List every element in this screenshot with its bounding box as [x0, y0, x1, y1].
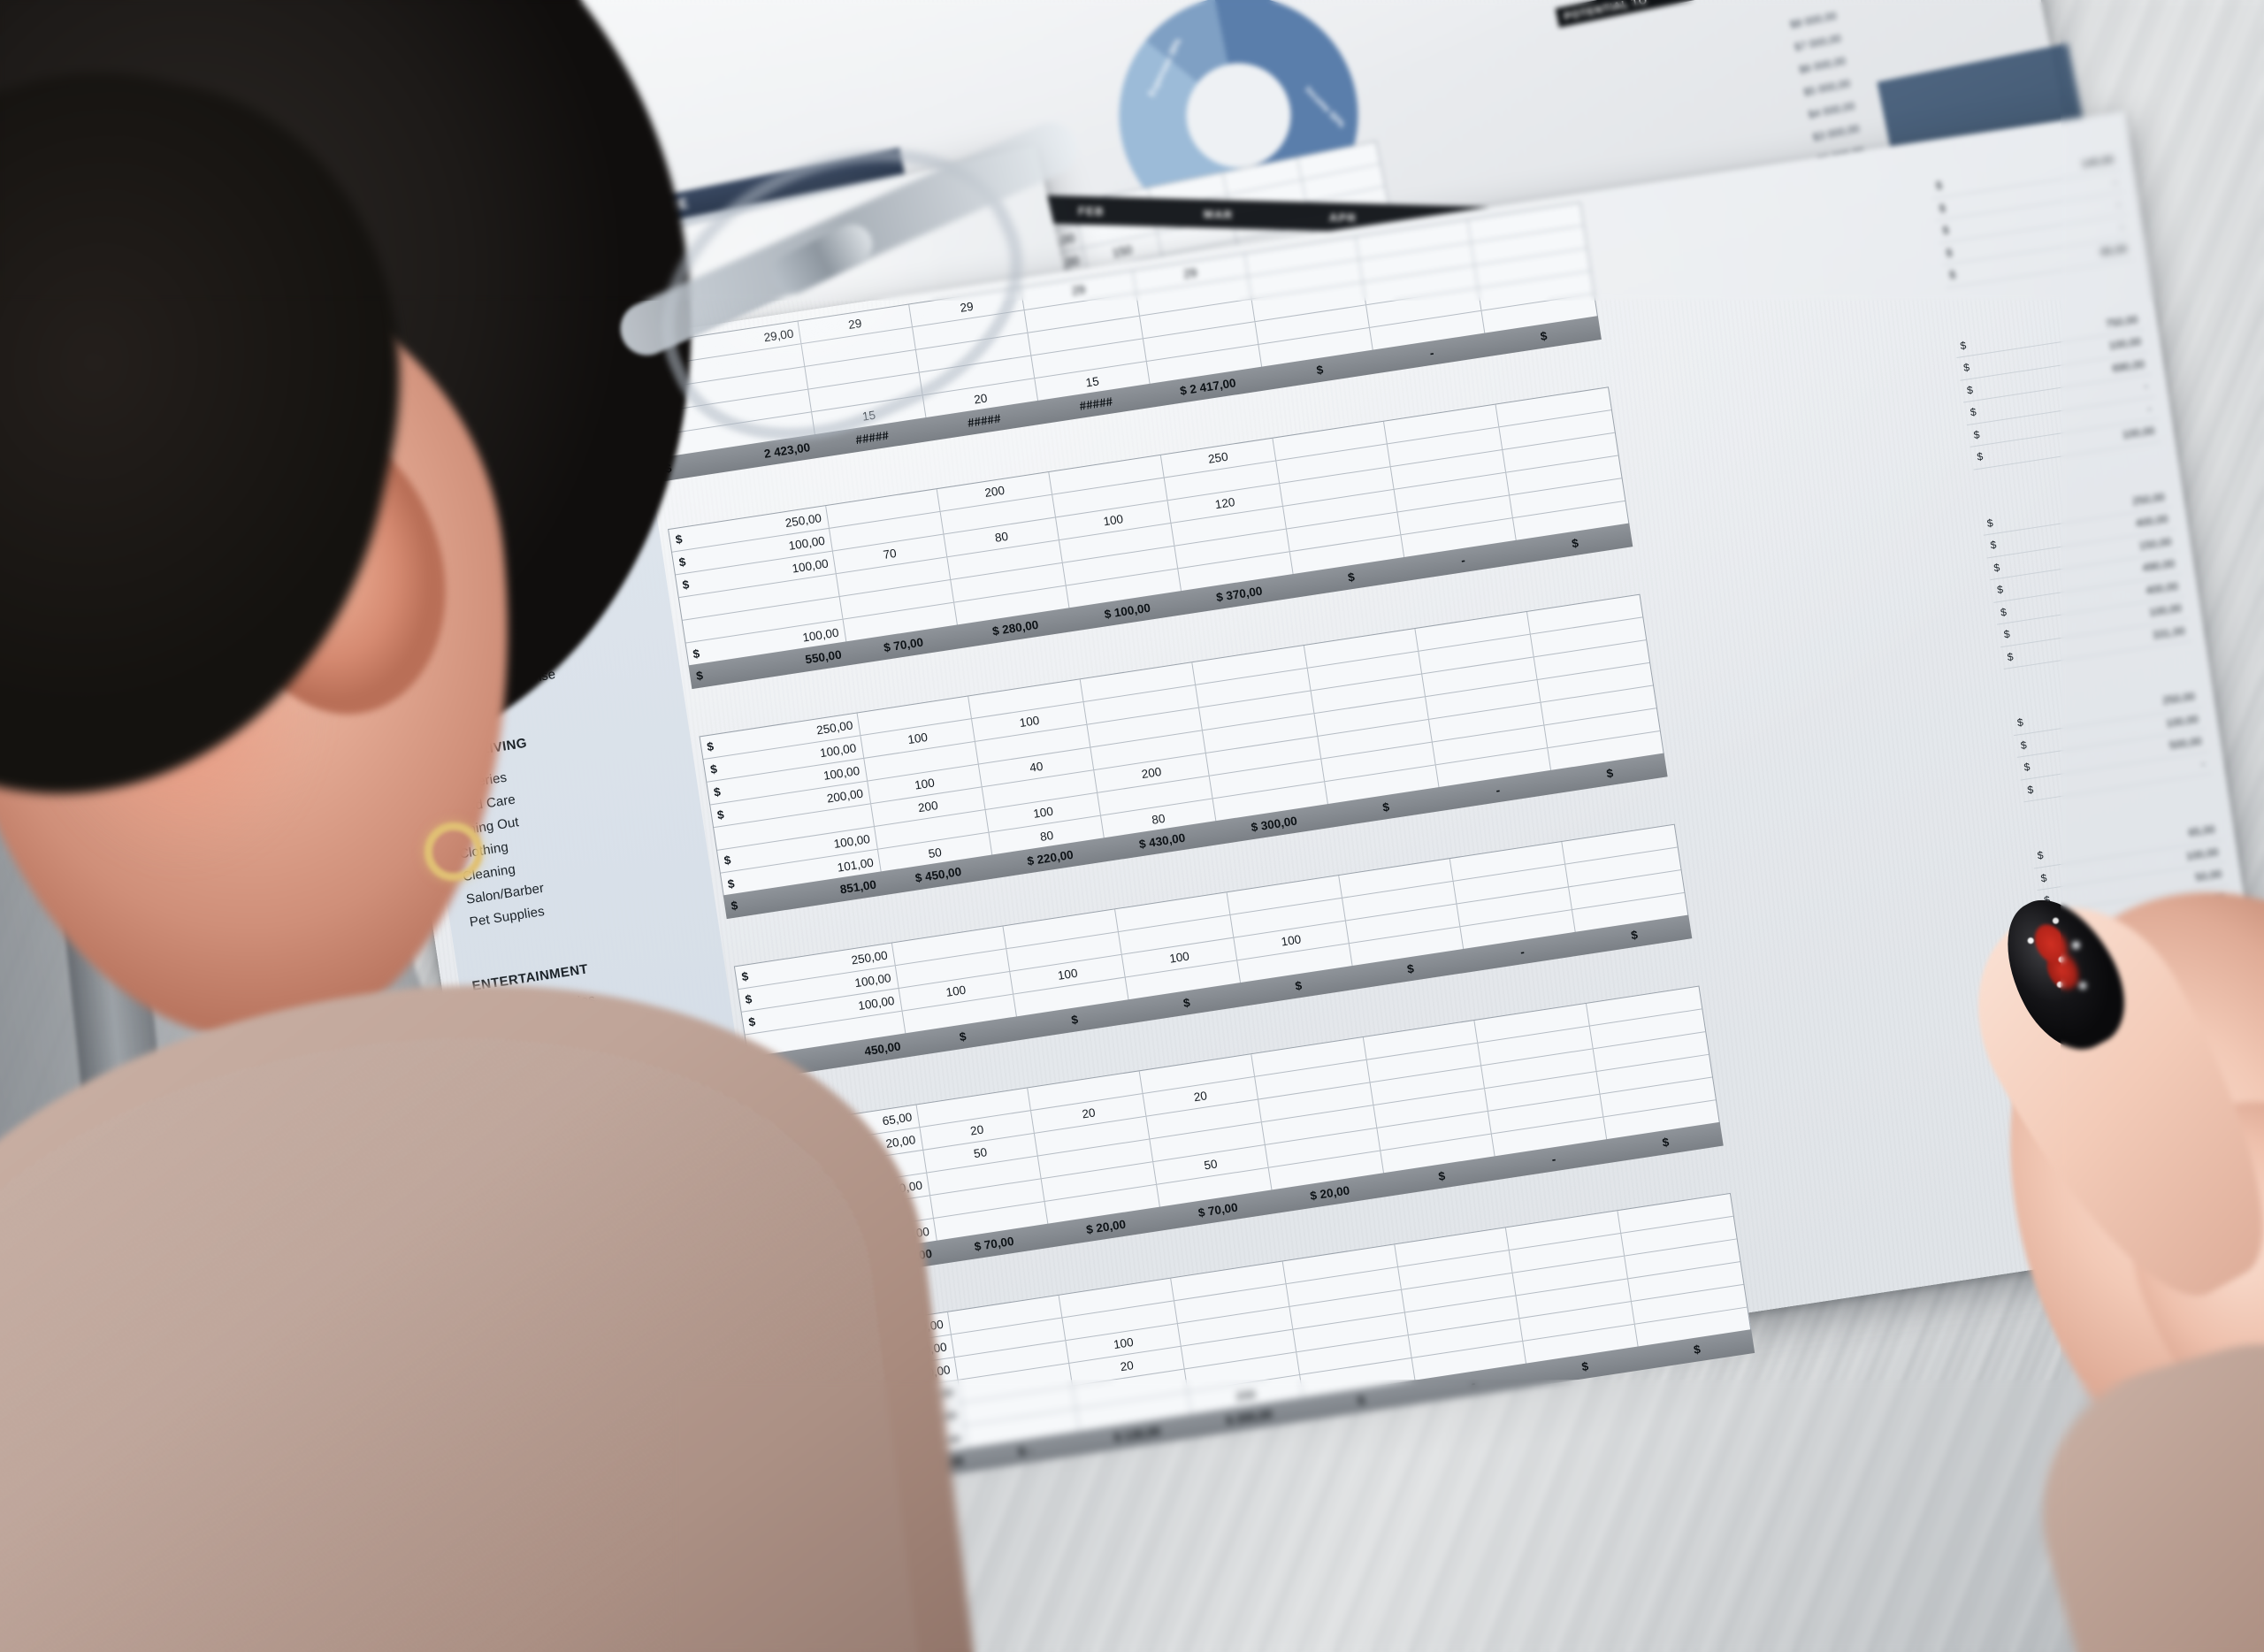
donut-label-expenses: Expenses 39% — [1146, 36, 1184, 99]
month-header-apr: APR — [1328, 210, 1358, 226]
donut-label-income: Income 50% — [1303, 85, 1347, 131]
savings-side-labels: Fund Savings 401K, IRA — [548, 107, 614, 185]
potential-label: POTENTIAL TO — [1563, 0, 1649, 23]
month-header-feb: FEB — [1077, 203, 1105, 218]
month-header-mar: MAR — [1203, 207, 1234, 222]
